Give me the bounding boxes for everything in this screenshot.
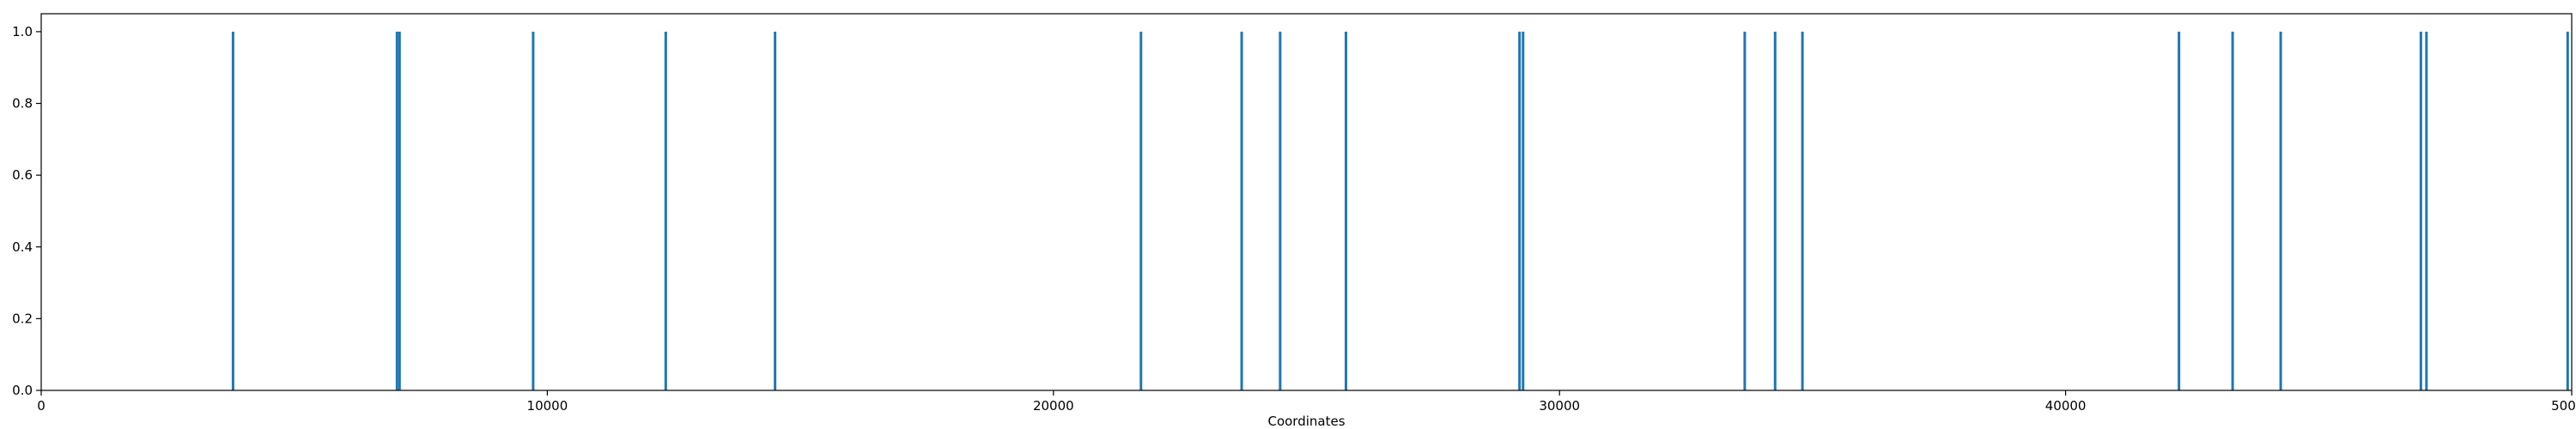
bar [2231, 31, 2234, 391]
bar [2279, 31, 2282, 391]
bar [1518, 31, 1522, 391]
x-tick-label: 20000 [1033, 398, 1074, 414]
bar [395, 31, 398, 391]
y-tick-label: 0.4 [12, 239, 33, 255]
bar [1801, 31, 1804, 391]
bars [231, 31, 2569, 391]
bar [2178, 31, 2181, 391]
bar [1139, 31, 1143, 391]
y-tick-label: 0.6 [12, 167, 33, 183]
bar [532, 31, 535, 391]
bar [1279, 31, 1282, 391]
bar [664, 31, 667, 391]
bar [2425, 31, 2428, 391]
y-tick-label: 1.0 [12, 24, 33, 39]
x-axis-ticks: 0 10000 20000 30000 40000 50000 [37, 390, 2576, 414]
x-tick-label: 50000 [2551, 398, 2576, 414]
bar [2419, 31, 2422, 391]
bar [1743, 31, 1747, 391]
bar [1773, 31, 1777, 391]
x-tick-label: 40000 [2045, 398, 2087, 414]
x-tick-label: 10000 [527, 398, 568, 414]
x-axis-label: Coordinates [1267, 414, 1345, 429]
x-tick-label: 0 [37, 398, 46, 414]
plot-frame [40, 13, 2573, 391]
bar [231, 31, 234, 391]
x-tick-label: 30000 [1539, 398, 1580, 414]
bar [2566, 31, 2569, 391]
bar [398, 31, 401, 391]
y-tick-label: 0.0 [12, 383, 33, 398]
y-axis-ticks: 0.0 0.2 0.4 0.6 0.8 1.0 [12, 24, 41, 398]
bar [1240, 31, 1243, 391]
bar [1522, 31, 1525, 391]
y-tick-label: 0.8 [12, 96, 33, 112]
bar [1344, 31, 1347, 391]
y-tick-label: 0.2 [12, 311, 33, 326]
bar [774, 31, 777, 391]
